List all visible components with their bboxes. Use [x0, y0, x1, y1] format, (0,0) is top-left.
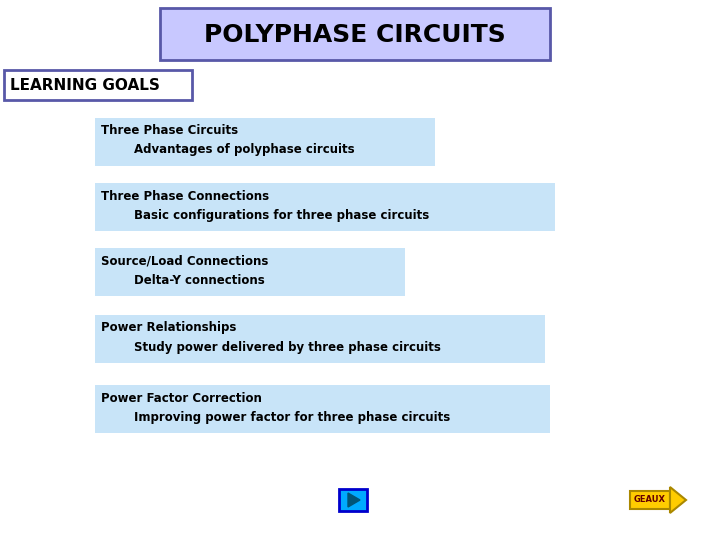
Text: Basic configurations for three phase circuits: Basic configurations for three phase cir… [101, 208, 429, 221]
Text: POLYPHASE CIRCUITS: POLYPHASE CIRCUITS [204, 23, 506, 47]
Text: LEARNING GOALS: LEARNING GOALS [10, 78, 160, 93]
Text: Three Phase Circuits: Three Phase Circuits [101, 125, 238, 138]
Text: Power Factor Correction: Power Factor Correction [101, 392, 262, 404]
Text: Delta-Y connections: Delta-Y connections [101, 273, 265, 287]
FancyBboxPatch shape [4, 70, 192, 100]
FancyBboxPatch shape [95, 385, 550, 433]
Text: Three Phase Connections: Three Phase Connections [101, 190, 269, 202]
FancyBboxPatch shape [95, 248, 405, 296]
FancyBboxPatch shape [339, 489, 367, 511]
Polygon shape [670, 487, 686, 513]
FancyBboxPatch shape [630, 491, 670, 509]
Text: GEAUX: GEAUX [634, 496, 666, 504]
Text: Study power delivered by three phase circuits: Study power delivered by three phase cir… [101, 341, 441, 354]
Text: Power Relationships: Power Relationships [101, 321, 236, 334]
Text: Improving power factor for three phase circuits: Improving power factor for three phase c… [101, 410, 450, 423]
Polygon shape [348, 493, 360, 507]
FancyBboxPatch shape [95, 315, 545, 363]
FancyBboxPatch shape [160, 8, 550, 60]
FancyBboxPatch shape [95, 183, 555, 231]
Text: Source/Load Connections: Source/Load Connections [101, 254, 269, 267]
FancyBboxPatch shape [95, 118, 435, 166]
Text: Advantages of polyphase circuits: Advantages of polyphase circuits [101, 144, 355, 157]
